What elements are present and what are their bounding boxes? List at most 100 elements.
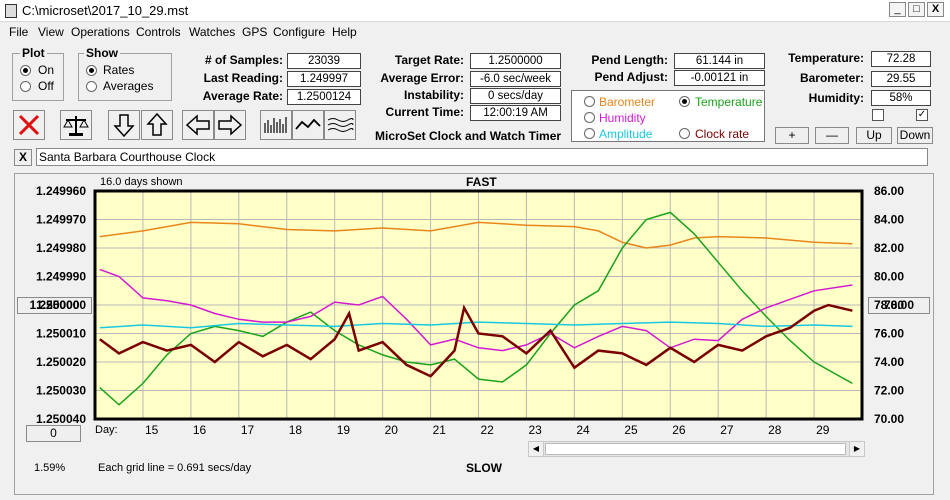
multi-wave-icon	[327, 118, 354, 132]
show-group	[78, 53, 172, 101]
slow-label: SLOW	[466, 461, 502, 475]
menu-file[interactable]: File	[9, 25, 29, 39]
pend-adjust-value: -0.00121 in	[674, 70, 765, 86]
horizontal-scrollbar[interactable]: ◀ ▶	[528, 441, 865, 457]
multi-line-view-button[interactable]	[324, 110, 356, 140]
right-arrow-button[interactable]	[214, 110, 246, 140]
humidity-radio[interactable]	[584, 112, 595, 123]
samples-label: # of Samples:	[204, 53, 283, 67]
show-group-title: Show	[84, 46, 120, 60]
last-reading-value: 1.249997	[287, 71, 361, 87]
plot-group-title: Plot	[20, 46, 47, 60]
humidity-value: 58%	[871, 90, 931, 106]
show-averages-radio[interactable]	[86, 81, 97, 92]
barometer-option-label: Barometer	[599, 95, 656, 109]
clock-name-field[interactable]: Santa Barbara Courthouse Clock	[36, 148, 928, 166]
center-rate-button[interactable]: 1.250000	[17, 297, 92, 314]
pend-length-label: Pend Length:	[591, 53, 668, 67]
pend-length-value: 61.144 in	[674, 53, 765, 69]
fast-label: FAST	[466, 175, 497, 189]
barometer-label: Barometer:	[799, 71, 864, 85]
show-rates-radio[interactable]	[86, 65, 97, 76]
plot-frame	[14, 173, 934, 495]
barometer-value: 29.55	[871, 71, 931, 87]
grid-note: Each grid line = 0.691 secs/day	[98, 462, 252, 474]
last-reading-label: Last Reading:	[203, 71, 283, 85]
barometer-radio[interactable]	[584, 96, 595, 107]
maximize-button[interactable]: □	[908, 2, 925, 17]
temperature-value: 72.28	[871, 51, 931, 67]
amplitude-radio[interactable]	[584, 128, 595, 139]
plus-button[interactable]: +	[775, 127, 809, 144]
average-error-value: -6.0 sec/week	[470, 71, 561, 87]
line-view-button[interactable]	[292, 110, 324, 140]
temperature-radio[interactable]	[679, 96, 690, 107]
menu-gps[interactable]: GPS	[242, 25, 268, 39]
window-title: C:\microset\2017_10_29.mst	[22, 3, 189, 18]
red-x-icon	[18, 114, 40, 136]
minus-button[interactable]: —	[815, 127, 849, 144]
bars-icon	[264, 117, 287, 133]
balance-button[interactable]	[60, 110, 92, 140]
wave-line-icon	[295, 118, 321, 130]
instability-value: 0 secs/day	[470, 88, 561, 104]
close-window-button[interactable]: X	[927, 2, 944, 17]
scroll-thumb[interactable]	[545, 443, 846, 455]
days-shown-label: 16.0 days shown	[100, 176, 183, 188]
arrow-left-icon	[185, 114, 210, 136]
day-axis-title: Day:	[95, 424, 118, 436]
current-time-value: 12:00:19 AM	[470, 105, 561, 121]
center-sensor-button[interactable]: 78.00	[868, 297, 930, 314]
scroll-zero-button[interactable]: 0	[26, 425, 81, 442]
target-rate-value: 1.2500000	[470, 53, 561, 69]
percent-label: 1.59%	[34, 462, 66, 474]
bar-view-button[interactable]	[260, 110, 292, 140]
plot-off-label: Off	[38, 79, 54, 93]
target-rate-label: Target Rate:	[394, 53, 464, 67]
plot-off-radio[interactable]	[20, 81, 31, 92]
amplitude-option-label: Amplitude	[599, 127, 653, 141]
balance-scale-icon	[63, 116, 89, 136]
sensor-select-box	[571, 90, 765, 142]
pend-adjust-label: Pend Adjust:	[594, 70, 668, 84]
menu-controls[interactable]: Controls	[136, 25, 181, 39]
down-button[interactable]: Down	[897, 127, 933, 144]
minimize-button[interactable]: _	[889, 2, 906, 17]
arrow-right-icon	[218, 114, 243, 136]
clock-rate-radio[interactable]	[679, 128, 690, 139]
plot-group	[12, 53, 64, 101]
menu-operations[interactable]: Operations	[71, 25, 130, 39]
temperature-option-label: Temperature	[695, 95, 763, 109]
humidity-option-label: Humidity	[599, 111, 646, 125]
scroll-left-arrow-icon[interactable]: ◀	[529, 442, 544, 456]
scroll-right-arrow-icon[interactable]: ▶	[849, 442, 864, 456]
samples-value: 23039	[287, 53, 361, 69]
menu-bar: File View Operations Controls Watches GP…	[0, 22, 950, 42]
show-rates-label: Rates	[103, 63, 135, 77]
clock-rate-option-label: Clock rate	[695, 127, 750, 141]
menu-watches[interactable]: Watches	[189, 25, 236, 39]
plot-on-label: On	[38, 63, 55, 77]
menu-configure[interactable]: Configure	[273, 25, 326, 39]
current-time-label: Current Time:	[385, 105, 464, 119]
down-arrow-button[interactable]	[108, 110, 140, 140]
average-rate-label: Average Rate:	[202, 89, 283, 103]
checkbox-right[interactable]: ✓	[916, 109, 928, 121]
up-arrow-button[interactable]	[141, 110, 173, 140]
clear-clock-name-button[interactable]: X	[14, 149, 32, 166]
app-icon	[5, 4, 17, 18]
title-bar: C:\microset\2017_10_29.mst _ □ X	[0, 0, 950, 22]
left-arrow-button[interactable]	[182, 110, 214, 140]
instability-label: Instability:	[403, 88, 464, 102]
plot-on-radio[interactable]	[20, 65, 31, 76]
arrow-up-icon	[146, 112, 168, 136]
stop-button[interactable]	[13, 110, 45, 140]
checkbox-left[interactable]	[872, 109, 884, 121]
up-button[interactable]: Up	[856, 127, 892, 144]
humidity-label: Humidity:	[808, 91, 864, 105]
average-error-label: Average Error:	[380, 71, 464, 85]
show-averages-label: Averages	[103, 79, 154, 93]
app-caption: MicroSet Clock and Watch Timer	[375, 129, 562, 143]
menu-help[interactable]: Help	[332, 25, 357, 39]
menu-view[interactable]: View	[38, 25, 64, 39]
